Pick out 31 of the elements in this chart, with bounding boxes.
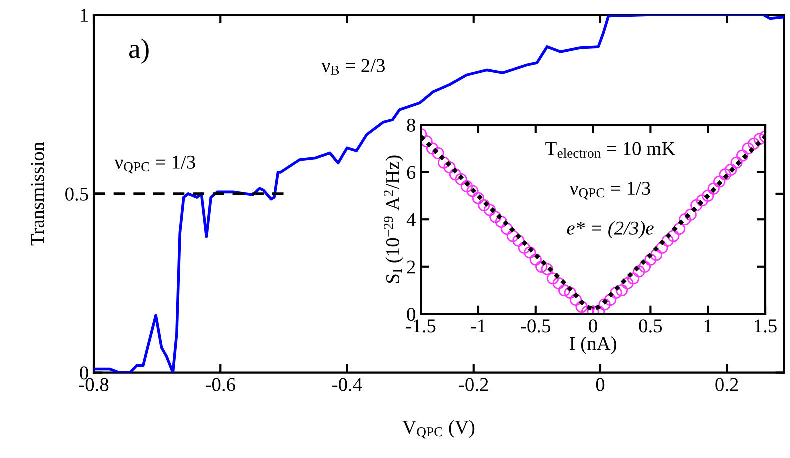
x-tick-label: -0.2 bbox=[459, 378, 488, 392]
x-axis-title: V$_{QPC}$ (V) bbox=[402, 420, 475, 439]
x-tick-label: 1.5 bbox=[755, 320, 777, 333]
annotation: ν$_{B}$ = 2/3 bbox=[322, 59, 385, 75]
x-tick-label: 0.5 bbox=[639, 320, 662, 333]
y-tick-label: 0 bbox=[80, 366, 88, 380]
y-axis-title: S$_{I}$ (10$^{−29}$ A$^{2}$/Hz) bbox=[384, 156, 404, 284]
y-tick-label: 1 bbox=[81, 9, 88, 22]
y-tick-label: 2 bbox=[407, 260, 416, 274]
x-tick-label: -0.6 bbox=[206, 378, 236, 392]
annotation: a) bbox=[129, 38, 149, 64]
x-tick-label: -0.8 bbox=[79, 378, 109, 392]
annotation: ν$_{QPC}$ = 1/3 bbox=[114, 156, 196, 174]
x-tick-label: 0 bbox=[596, 378, 605, 392]
annotation: e* = (2/3)e bbox=[567, 221, 654, 239]
x-tick-label: -0.4 bbox=[332, 378, 362, 392]
annotation: ν$_{QPC}$ = 1/3 bbox=[570, 182, 650, 200]
x-tick-label: 1 bbox=[704, 320, 712, 333]
x-tick-label: -1 bbox=[471, 320, 486, 333]
y-tick-label: 6 bbox=[407, 166, 416, 180]
x-tick-label: 0.2 bbox=[716, 378, 738, 392]
x-tick-label: -1.5 bbox=[406, 320, 436, 333]
x-tick-label: 0 bbox=[589, 320, 598, 333]
y-tick-label: 0 bbox=[407, 308, 416, 322]
annotation: T$_{electron}$ = 10 mK bbox=[546, 142, 676, 158]
y-tick-label: 8 bbox=[407, 118, 416, 132]
y-tick-label: 0.5 bbox=[66, 188, 88, 201]
y-tick-label: 4 bbox=[406, 214, 416, 226]
y-axis-title: Transmission bbox=[31, 142, 44, 246]
x-axis-title: I (nA) bbox=[570, 336, 616, 354]
x-tick-label: -0.5 bbox=[521, 320, 551, 333]
